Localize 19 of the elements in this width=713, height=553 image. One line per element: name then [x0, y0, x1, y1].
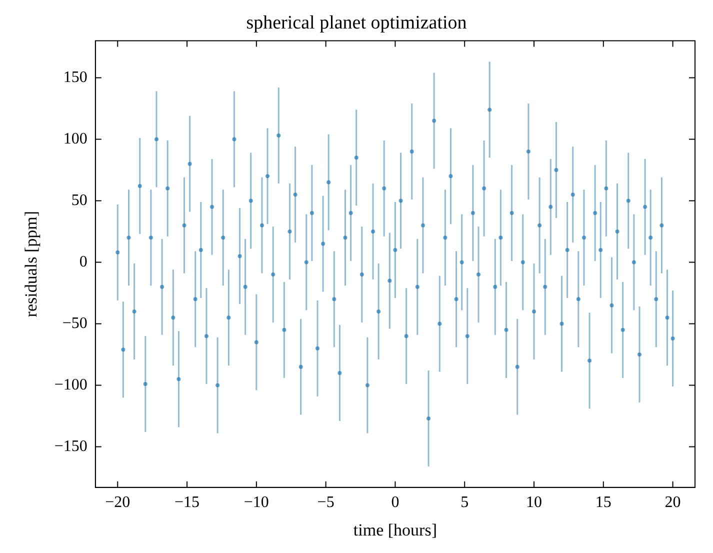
y-tick-label: 0: [79, 253, 88, 270]
x-tick-label: 5: [460, 494, 469, 512]
chart-title: spherical planet optimization: [246, 12, 468, 34]
x-tick-label: −15: [174, 494, 200, 512]
y-tick-label: 50: [71, 192, 88, 209]
y-tick-label: −100: [54, 376, 88, 394]
x-tick-label: −5: [317, 494, 334, 512]
x-tick-label: −20: [105, 494, 130, 512]
y-axis-title: residuals [ppm]: [22, 210, 41, 318]
x-tick-label: 15: [595, 494, 612, 512]
x-tick-label: 10: [526, 494, 542, 512]
x-axis-title: time [hours]: [353, 520, 437, 540]
x-tick-label: 20: [664, 494, 681, 512]
y-tick-label: −150: [54, 438, 88, 456]
x-tick-label: 0: [391, 494, 400, 512]
y-tick-label: 150: [63, 68, 88, 86]
y-tick-label: 100: [63, 130, 88, 148]
x-tick-label: −10: [244, 494, 269, 512]
y-tick-label: −50: [62, 314, 88, 332]
